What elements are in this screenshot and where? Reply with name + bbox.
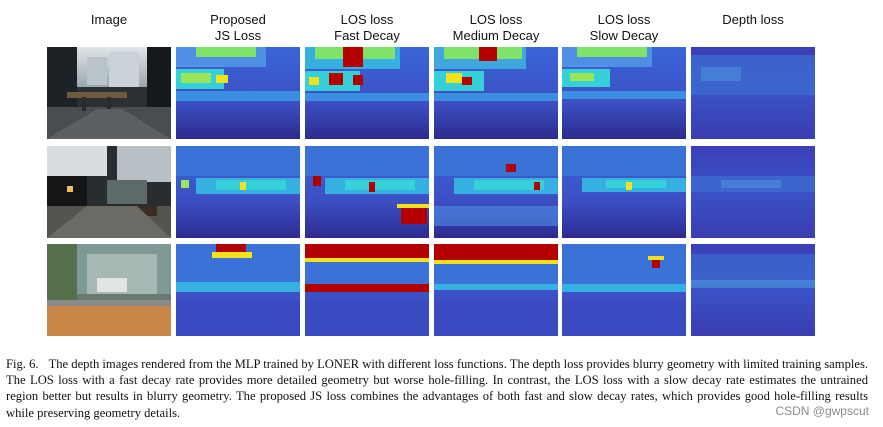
column-header-line2: Fast Decay <box>334 28 400 43</box>
depth-los-medium-row1 <box>434 47 558 139</box>
depth-los-slow-row2 <box>562 146 686 238</box>
depth-js-row2 <box>176 146 300 238</box>
column-header-line1: LOS loss <box>469 12 523 27</box>
column-header-line2: Slow Decay <box>589 28 659 43</box>
column-header-los-slow: LOS loss Slow Decay <box>562 12 686 44</box>
column-header-line1: LOS loss <box>340 12 394 27</box>
depth-los-fast-row3 <box>305 244 429 336</box>
watermark: CSDN @gwpscut <box>775 404 869 418</box>
depth-los-slow-row3 <box>562 244 686 336</box>
column-header-depth-loss: Depth loss <box>691 12 815 28</box>
column-header-js-loss: Proposed JS Loss <box>176 12 300 44</box>
column-header-line2: Medium Decay <box>452 28 540 43</box>
depth-los-slow-row1 <box>562 47 686 139</box>
depth-los-medium-row3 <box>434 244 558 336</box>
photo-row3 <box>47 244 171 336</box>
figure-label: Fig. 6. <box>6 357 39 371</box>
depth-js-row1 <box>176 47 300 139</box>
column-header-line1: Proposed <box>210 12 266 27</box>
column-header-line1: LOS loss <box>597 12 651 27</box>
depth-loss-row3 <box>691 244 815 336</box>
figure-caption: Fig. 6. The depth images rendered from th… <box>6 356 868 421</box>
column-header-los-fast: LOS loss Fast Decay <box>305 12 429 44</box>
column-header-line1: Image <box>90 12 128 27</box>
depth-loss-row2 <box>691 146 815 238</box>
depth-los-fast-row1 <box>305 47 429 139</box>
depth-los-fast-row2 <box>305 146 429 238</box>
column-header-line1: Depth loss <box>722 12 784 27</box>
column-header-line2: JS Loss <box>214 28 262 43</box>
photo-row1 <box>47 47 171 139</box>
caption-text: The depth images rendered from the MLP t… <box>6 357 869 420</box>
depth-los-medium-row2 <box>434 146 558 238</box>
photo-row2 <box>47 146 171 238</box>
column-header-los-medium: LOS loss Medium Decay <box>434 12 558 44</box>
depth-loss-row1 <box>691 47 815 139</box>
column-header-image: Image <box>47 12 171 28</box>
depth-js-row3 <box>176 244 300 336</box>
